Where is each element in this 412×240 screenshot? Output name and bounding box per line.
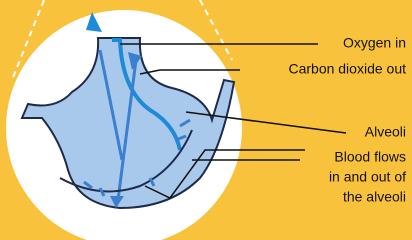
- label: Carbon dioxide out: [288, 61, 406, 77]
- diagram: Oxygen in Carbon dioxide out Alveoli Blo…: [0, 0, 412, 240]
- label: the alveoli: [343, 189, 406, 205]
- label: Oxygen in: [343, 35, 406, 51]
- label: in and out of: [329, 169, 406, 185]
- label: Blood flows: [334, 149, 406, 165]
- label: Alveoli: [365, 124, 406, 140]
